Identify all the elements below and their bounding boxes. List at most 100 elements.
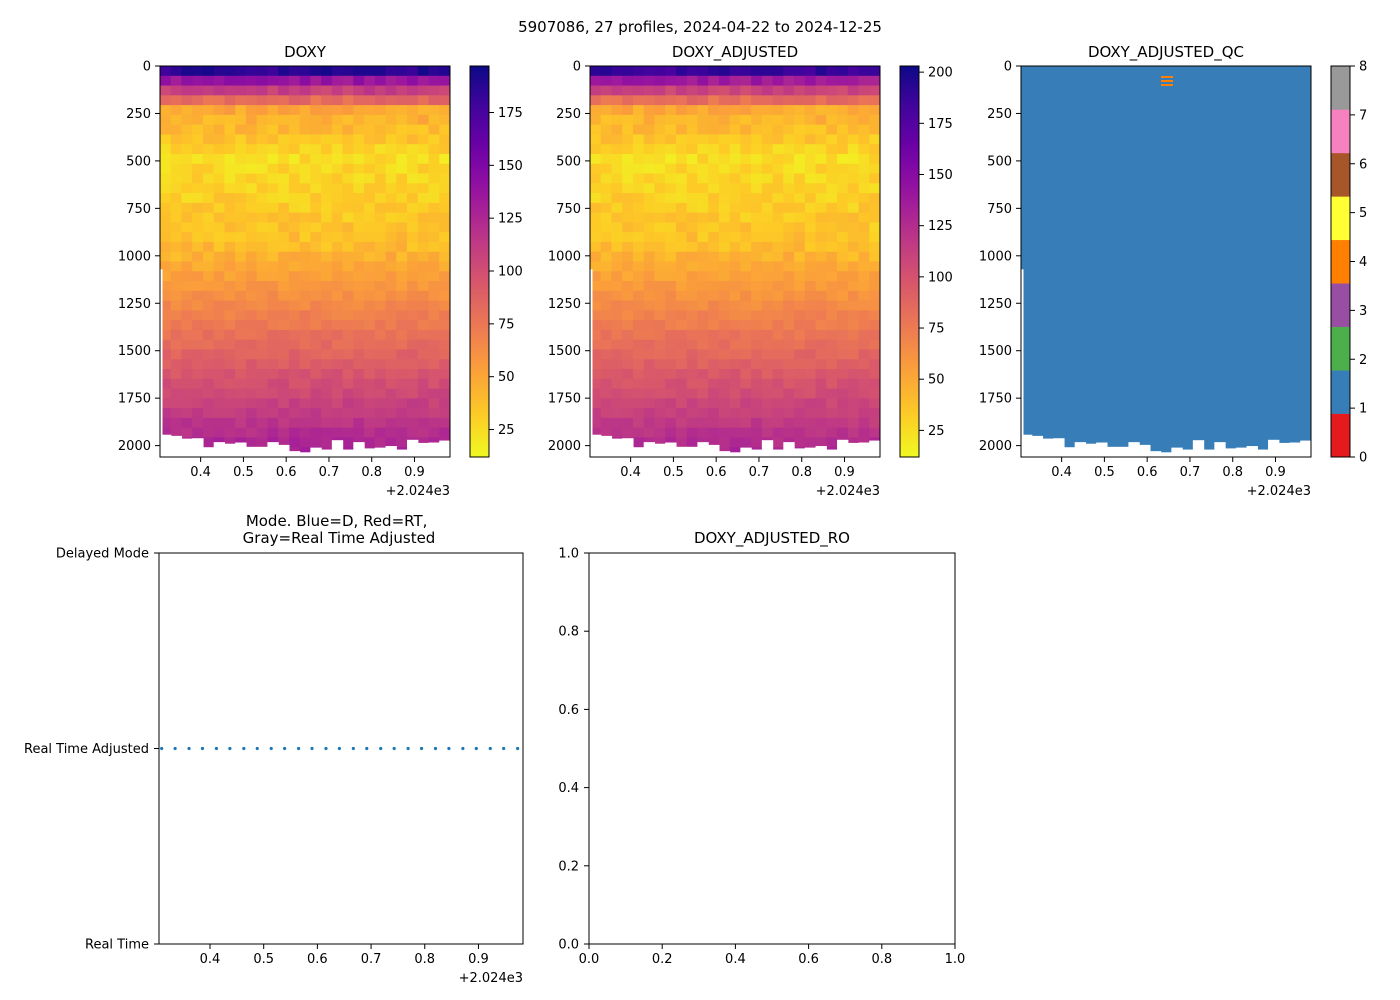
heatmap-cell (826, 75, 838, 87)
heatmap-cell (815, 261, 827, 272)
heatmap-cell (202, 417, 215, 429)
heatmap-cell (847, 320, 860, 331)
heatmap-cell (353, 300, 365, 311)
heatmap-cell (331, 408, 344, 419)
heatmap-cell (213, 183, 226, 194)
heatmap-cell (761, 271, 774, 282)
heatmap-cell (385, 222, 397, 233)
x-tick-label: 0.6 (798, 952, 819, 967)
missing-data-cell (847, 442, 860, 457)
heatmap-cell (794, 232, 806, 243)
heatmap-cell (181, 163, 193, 175)
heatmap-cell (729, 144, 741, 155)
heatmap-cell (858, 329, 870, 341)
heatmap-cell (686, 173, 699, 184)
heatmap-cell (396, 241, 408, 253)
qc-flag-4-mark (1161, 80, 1173, 82)
heatmap-cell (665, 349, 677, 360)
heatmap-cell (815, 193, 827, 204)
heatmap-cell (665, 114, 677, 126)
heatmap-cell (321, 183, 333, 194)
heatmap-cell (288, 281, 301, 292)
heatmap-cell (858, 153, 870, 165)
qc-axes-frame (1020, 65, 1312, 458)
heatmap-cell (794, 251, 806, 263)
heatmap-cell (772, 124, 784, 136)
heatmap-cell (783, 427, 795, 439)
heatmap-cell (847, 212, 860, 224)
heatmap-cell (751, 134, 763, 145)
heatmap-cell (772, 417, 784, 429)
heatmap-cell (396, 290, 408, 302)
heatmap-cell (686, 251, 699, 263)
heatmap-cell (213, 339, 226, 351)
heatmap-cell (783, 212, 795, 224)
heatmap-cell (804, 153, 817, 165)
heatmap-cell (869, 427, 880, 439)
heatmap-cell (847, 163, 860, 175)
colorbar-tick-label: 75 (928, 322, 945, 337)
heatmap-cell (611, 105, 623, 116)
heatmap-cell (407, 378, 419, 390)
heatmap-cell (622, 222, 634, 233)
heatmap-cell (826, 241, 838, 253)
heatmap-cell (224, 251, 236, 263)
heatmap-cell (729, 378, 741, 390)
heatmap-cell (783, 114, 795, 126)
heatmap-cell (224, 281, 236, 292)
heatmap-cell (278, 173, 290, 184)
heatmap-cell (686, 417, 699, 429)
heatmap-cell (590, 271, 602, 282)
heatmap-cell (407, 388, 419, 399)
heatmap-cell (708, 329, 720, 341)
heatmap-cell (611, 398, 623, 409)
missing-data-cell (654, 443, 666, 457)
heatmap-cell (353, 193, 365, 204)
heatmap-cell (181, 144, 193, 155)
heatmap-cell (654, 261, 666, 272)
heatmap-cell (224, 202, 236, 214)
heatmap-cell (299, 134, 311, 145)
heatmap-cell (331, 320, 344, 331)
heatmap-cell (299, 144, 311, 155)
heatmap-cell (202, 359, 215, 370)
heatmap-cell (837, 281, 849, 292)
heatmap-cell (181, 153, 193, 165)
heatmap-cell (170, 251, 183, 263)
heatmap-cell (299, 447, 311, 457)
doxy-colorbar (469, 65, 490, 458)
heatmap-cell (837, 378, 849, 390)
heatmap-cell (643, 369, 656, 380)
heatmap-cell (869, 281, 880, 292)
heatmap-cell (643, 85, 656, 96)
x-tick-label: 0.8 (871, 952, 892, 967)
heatmap-cell (794, 134, 806, 145)
heatmap-cell (632, 114, 645, 126)
heatmap-cell (160, 95, 172, 106)
heatmap-cell (643, 349, 656, 360)
heatmap-cell (837, 144, 849, 155)
heatmap-cell (439, 193, 450, 204)
heatmap-cell (600, 144, 613, 155)
heatmap-cell (622, 408, 634, 419)
heatmap-cell (364, 261, 376, 272)
heatmap-cell (815, 105, 827, 116)
heatmap-cell (590, 114, 602, 126)
heatmap-cell (310, 124, 322, 136)
heatmap-cell (181, 427, 193, 439)
x-tick-label: 0.7 (319, 465, 340, 480)
heatmap-cell (385, 310, 397, 321)
heatmap-cell (213, 193, 226, 204)
heatmap-cell (288, 349, 301, 360)
heatmap-cell (407, 193, 419, 204)
heatmap-cell (321, 153, 333, 165)
heatmap-cell (847, 310, 860, 321)
ro-y-axis: 0.00.20.40.60.81.0 (558, 547, 589, 953)
heatmap-cell (407, 95, 419, 106)
heatmap-cell (224, 114, 236, 126)
heatmap-cell (170, 261, 183, 272)
missing-data-cell (1257, 449, 1269, 457)
heatmap-cell (632, 153, 645, 165)
heatmap-cell (364, 193, 376, 204)
heatmap-cell (772, 105, 784, 116)
